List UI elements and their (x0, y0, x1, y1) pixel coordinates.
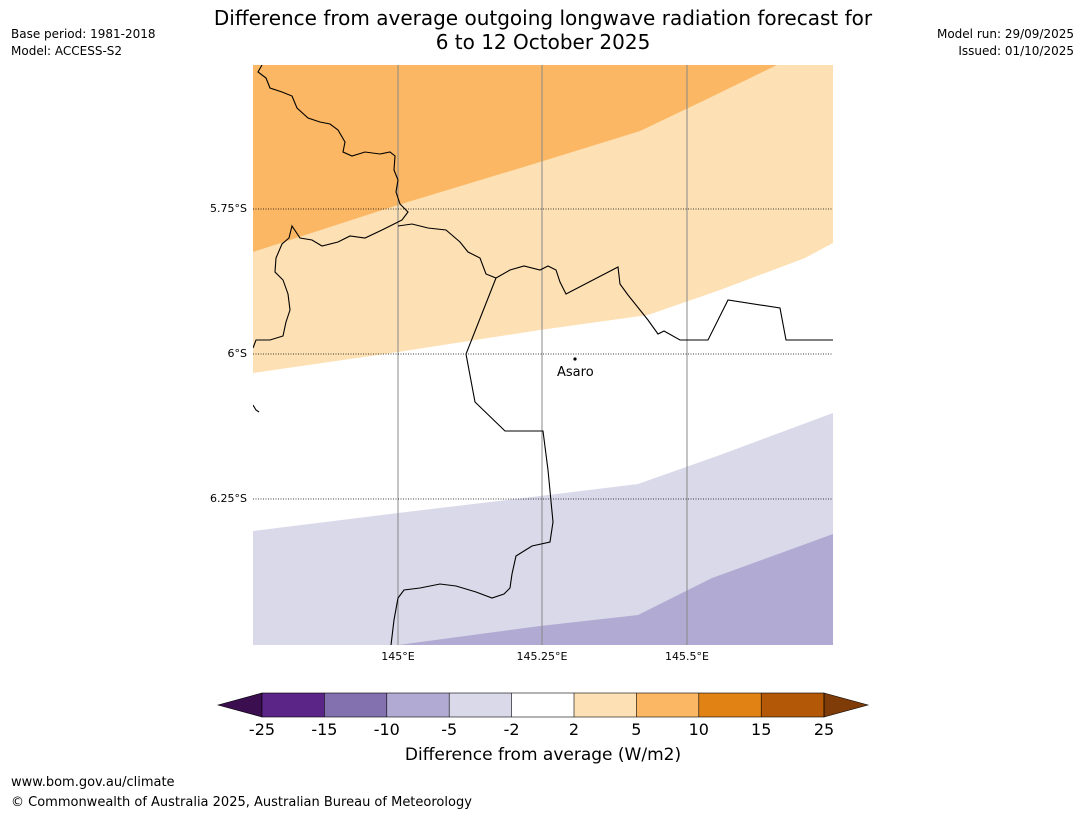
colorbar-bin-8 (698, 693, 762, 717)
shading-layer (253, 65, 833, 645)
boundary-central-north (397, 223, 833, 341)
lat-label-5-75: 5.75°S (210, 202, 247, 215)
lon-label-145: 145°E (381, 650, 415, 663)
lat-label-6: 6°S (227, 347, 247, 360)
colorbar-bin-6 (574, 693, 637, 717)
colorbar-tick: 5 (631, 720, 642, 739)
colorbar-extend-high (823, 692, 870, 718)
colorbar-tick: -2 (503, 720, 520, 739)
orange-region (253, 65, 777, 252)
colorbar-tick: -5 (441, 720, 458, 739)
boundaries (253, 65, 833, 645)
footer-url: www.bom.gov.au/climate (11, 775, 175, 790)
colorbar-bin-1 (262, 693, 325, 717)
colorbar-tick: 15 (751, 720, 772, 739)
map-title: Difference from average outgoing longwav… (200, 6, 886, 54)
colorbar-bin-5 (511, 693, 574, 717)
title-line-2: 6 to 12 October 2025 (435, 30, 651, 54)
colorbar-tick: 10 (688, 720, 709, 739)
lon-label-145-5: 145.5°E (665, 650, 709, 663)
purple-region (398, 534, 833, 645)
colorbar-extend-low (216, 692, 263, 718)
issued-date: Issued: 01/10/2025 (958, 44, 1074, 58)
model-name: Model: ACCESS-S2 (11, 44, 123, 58)
colorbar-tick: 25 (813, 720, 835, 739)
colorbar-tick: -10 (373, 720, 400, 739)
colorbar-label: Difference from average (W/m2) (404, 745, 682, 765)
colorbar-bin-3 (386, 693, 450, 717)
colorbar (216, 692, 870, 718)
lon-label-145-25: 145.25°E (516, 650, 568, 663)
colorbar-tick: -25 (248, 720, 276, 739)
model-run: Model run: 29/09/2025 (936, 27, 1074, 41)
boundary-fragment-west (253, 404, 260, 413)
lat-label-6-25: 6.25°S (210, 492, 247, 505)
asaro-marker (573, 357, 577, 361)
colorbar-outline (261, 692, 825, 718)
title-line-1: Difference from average outgoing longwav… (213, 6, 873, 30)
colorbar-tick: 2 (568, 720, 580, 739)
metadata-right: Model run: 29/09/2025 Issued: 01/10/2025 (937, 26, 1074, 60)
metadata-left: Base period: 1981-2018 Model: ACCESS-S2 (11, 26, 156, 60)
boundary-north-west (253, 65, 409, 349)
base-period: Base period: 1981-2018 (11, 27, 156, 41)
colorbar-tick: -15 (311, 720, 338, 739)
footer-copyright: © Commonwealth of Australia 2025, Austra… (11, 795, 472, 810)
colorbar-bin-7 (636, 693, 699, 717)
colorbar-bin-2 (324, 693, 387, 717)
colorbar-bin-9 (761, 693, 824, 717)
boundary-south (390, 277, 554, 645)
place-label-asaro: Asaro (557, 365, 594, 380)
gridlines (253, 65, 833, 645)
colorbar-bin-4 (449, 693, 512, 717)
